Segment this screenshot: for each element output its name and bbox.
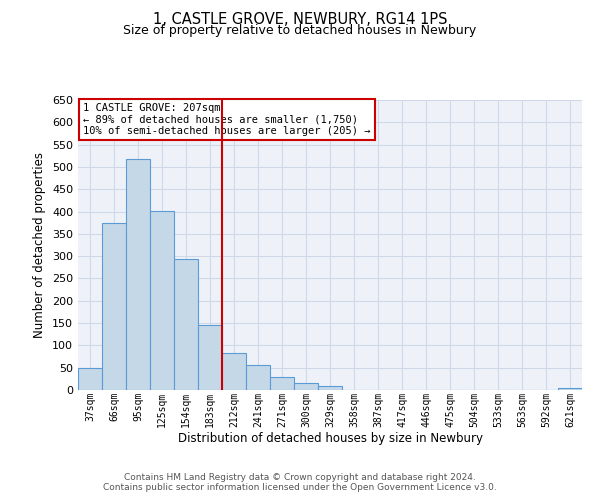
Text: Contains public sector information licensed under the Open Government Licence v3: Contains public sector information licen… [103,482,497,492]
Bar [174,260,198,390]
Bar [270,376,294,390]
Bar [294,384,318,390]
X-axis label: Distribution of detached houses by size in Newbury: Distribution of detached houses by size … [178,432,482,445]
Bar [558,388,582,390]
Text: Contains HM Land Registry data © Crown copyright and database right 2024.: Contains HM Land Registry data © Crown c… [124,472,476,482]
Bar [198,326,222,390]
Bar [150,210,174,390]
Y-axis label: Number of detached properties: Number of detached properties [34,152,46,338]
Text: Size of property relative to detached houses in Newbury: Size of property relative to detached ho… [124,24,476,37]
Bar [78,368,102,390]
Bar [126,160,150,390]
Text: 1 CASTLE GROVE: 207sqm
← 89% of detached houses are smaller (1,750)
10% of semi-: 1 CASTLE GROVE: 207sqm ← 89% of detached… [83,103,371,136]
Text: 1, CASTLE GROVE, NEWBURY, RG14 1PS: 1, CASTLE GROVE, NEWBURY, RG14 1PS [153,12,447,28]
Bar [246,366,270,390]
Bar [222,354,246,390]
Bar [318,386,342,390]
Bar [102,222,126,390]
